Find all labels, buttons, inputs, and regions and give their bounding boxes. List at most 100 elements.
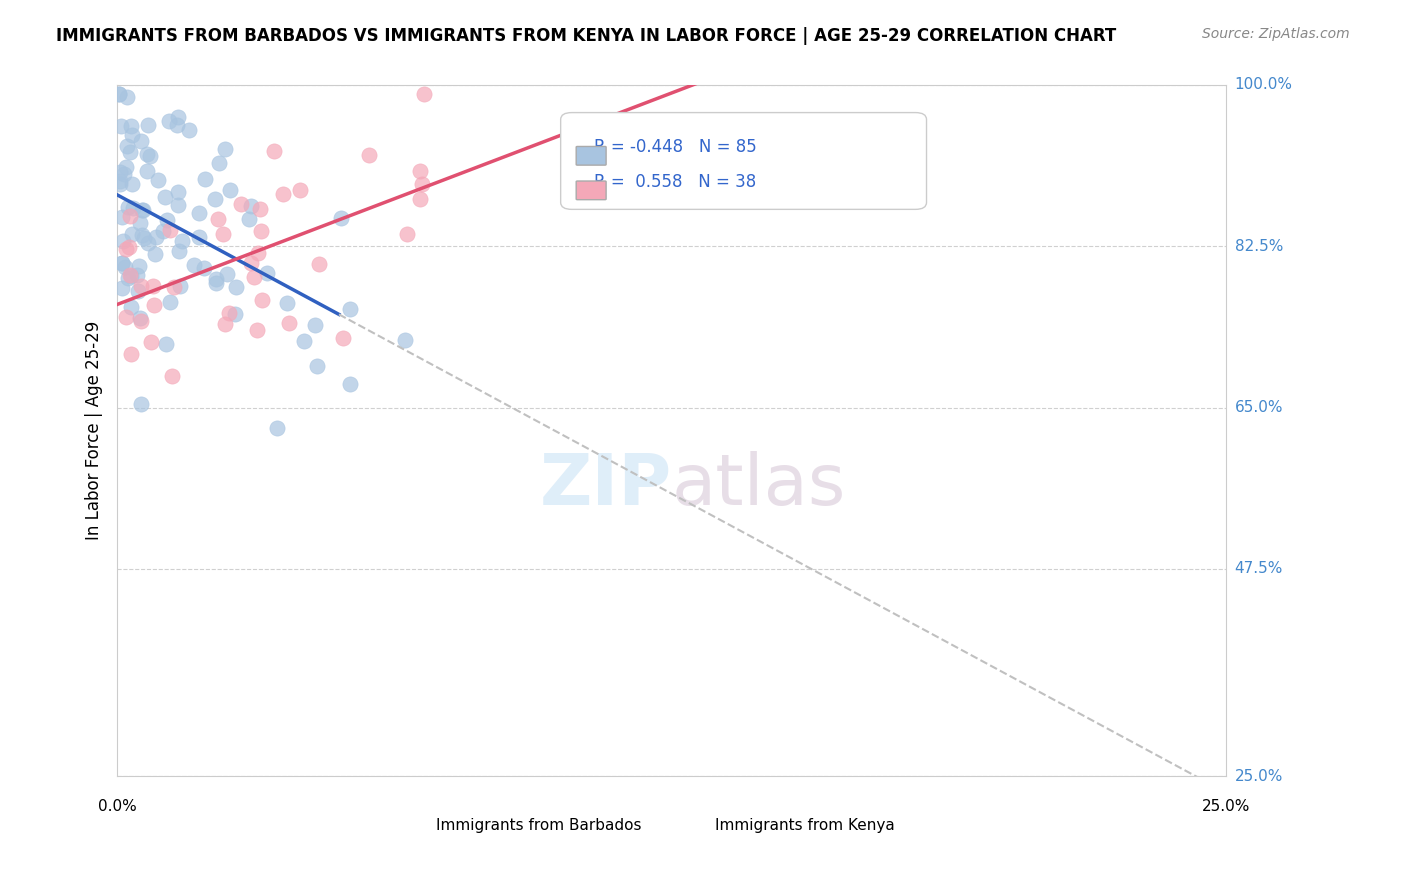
Point <box>409 192 432 206</box>
Point <box>114 260 136 275</box>
Point <box>205 272 228 286</box>
Point <box>121 128 143 142</box>
Point <box>224 307 246 321</box>
Point <box>131 227 153 242</box>
Point <box>120 268 142 283</box>
Text: 82.5%: 82.5% <box>1234 239 1284 253</box>
FancyBboxPatch shape <box>394 803 451 825</box>
Point <box>163 280 186 294</box>
Point <box>396 227 419 241</box>
Point <box>246 323 269 337</box>
Point <box>411 177 433 191</box>
Point <box>240 199 263 213</box>
Point <box>266 420 288 434</box>
Point <box>250 293 273 307</box>
Text: 25.0%: 25.0% <box>1202 799 1250 814</box>
Point <box>308 257 330 271</box>
Point <box>193 260 215 275</box>
Point <box>231 196 253 211</box>
Point <box>139 335 162 350</box>
Text: 25.0%: 25.0% <box>1234 769 1284 784</box>
Point <box>357 148 380 162</box>
Point <box>127 285 149 299</box>
Point <box>108 174 131 188</box>
Point <box>131 202 153 217</box>
Point <box>239 256 262 270</box>
Point <box>263 144 285 158</box>
Point <box>120 209 142 223</box>
Point <box>169 279 191 293</box>
Point <box>166 119 188 133</box>
Text: Immigrants from Kenya: Immigrants from Kenya <box>714 818 894 832</box>
Point <box>339 301 361 316</box>
Point <box>172 234 194 248</box>
Point <box>276 295 298 310</box>
Text: Immigrants from Barbados: Immigrants from Barbados <box>436 818 641 832</box>
Point <box>166 185 188 199</box>
Point <box>155 190 177 204</box>
Point <box>207 212 229 227</box>
Point <box>212 227 235 242</box>
Point <box>146 172 169 186</box>
Point <box>118 240 141 254</box>
Point <box>288 183 311 197</box>
Point <box>117 90 139 104</box>
FancyBboxPatch shape <box>561 112 927 210</box>
Point <box>169 244 191 258</box>
Y-axis label: In Labor Force | Age 25-29: In Labor Force | Age 25-29 <box>86 321 103 541</box>
Point <box>115 310 138 325</box>
Point <box>129 310 152 325</box>
Point <box>332 331 354 345</box>
Point <box>204 276 226 290</box>
Point <box>131 397 153 411</box>
Point <box>243 269 266 284</box>
Point <box>111 281 134 295</box>
Point <box>159 295 181 310</box>
Point <box>132 231 155 245</box>
Point <box>225 279 247 293</box>
Point <box>167 198 190 212</box>
Point <box>121 178 143 192</box>
Point <box>145 230 167 244</box>
Point <box>204 192 226 206</box>
Point <box>120 119 142 133</box>
Point <box>218 306 240 320</box>
Point <box>108 87 131 102</box>
Point <box>120 347 142 361</box>
Point <box>115 160 138 174</box>
Text: IMMIGRANTS FROM BARBADOS VS IMMIGRANTS FROM KENYA IN LABOR FORCE | AGE 25-29 COR: IMMIGRANTS FROM BARBADOS VS IMMIGRANTS F… <box>56 27 1116 45</box>
Point <box>112 234 135 248</box>
Point <box>256 266 278 280</box>
Point <box>214 318 236 332</box>
Point <box>194 172 217 186</box>
Point <box>188 206 211 220</box>
Point <box>409 164 432 178</box>
Point <box>110 178 132 192</box>
Point <box>159 223 181 237</box>
Point <box>143 247 166 261</box>
Point <box>167 110 190 124</box>
Point <box>143 298 166 312</box>
Point <box>129 314 152 328</box>
Point <box>238 211 260 226</box>
Point <box>142 279 165 293</box>
Point <box>118 145 141 160</box>
Point <box>110 165 132 179</box>
Point <box>162 369 184 384</box>
Point <box>218 182 240 196</box>
Text: 65.0%: 65.0% <box>1234 400 1284 415</box>
Point <box>394 333 416 347</box>
Point <box>121 227 143 242</box>
Point <box>183 258 205 272</box>
Point <box>249 202 271 216</box>
Text: ZIP: ZIP <box>540 451 672 520</box>
Point <box>152 224 174 238</box>
Point <box>115 242 138 256</box>
Point <box>155 337 177 351</box>
Point <box>330 211 353 226</box>
Point <box>208 156 231 170</box>
Point <box>156 212 179 227</box>
Point <box>187 230 209 244</box>
Point <box>117 271 139 285</box>
Text: atlas: atlas <box>672 451 846 520</box>
